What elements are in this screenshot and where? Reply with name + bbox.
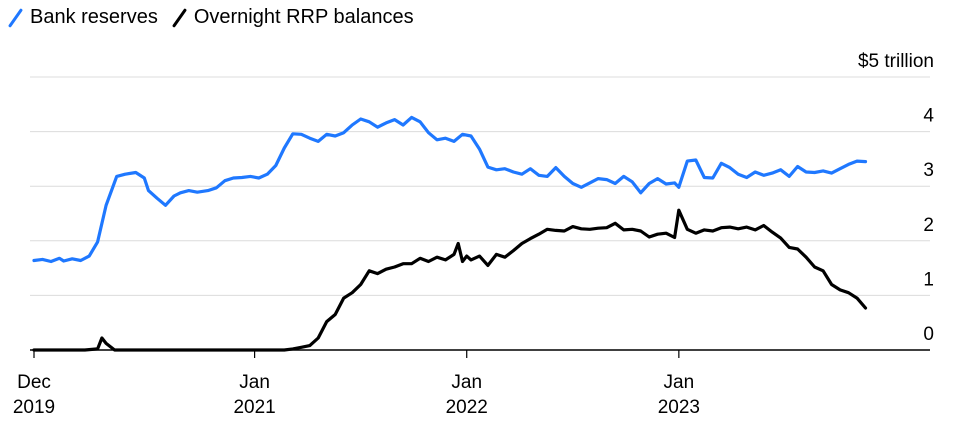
x-tick-label-year-1: 2021 <box>233 397 275 418</box>
y-tick-label-2: 2 <box>923 215 934 236</box>
series-line-bank-reserves <box>32 115 868 264</box>
y-tick-label-4: 4 <box>923 106 934 127</box>
legend-label-overnight-rrp: Overnight RRP balances <box>193 6 414 28</box>
legend-label-bank-reserves: Bank reserves <box>30 6 158 28</box>
x-tick-label-month-1: Jan <box>239 372 270 393</box>
legend-item-overnight-rrp: Overnight RRP balances <box>172 6 414 29</box>
y-tick-label-3: 3 <box>923 160 934 181</box>
y-tick-label-1: 1 <box>923 269 934 290</box>
x-tick-label-month-0: Dec <box>17 372 51 393</box>
gridlines <box>30 76 930 351</box>
series-line-overnight-rrp <box>32 208 868 352</box>
chart-legend: Bank reserves Overnight RRP balances <box>8 6 428 29</box>
x-tick-label-month-3: Jan <box>664 372 695 393</box>
y-tick-label-0: 0 <box>923 324 934 345</box>
series-lines <box>32 115 868 352</box>
x-tick-label-year-0: 2019 <box>13 397 55 418</box>
x-axis-ticks: Dec 2019 Jan 2021 Jan 2022 Jan 2023 <box>13 350 700 418</box>
y-axis-ticks: 0 1 2 3 4 $5 trillion <box>858 51 934 345</box>
x-tick-label-month-2: Jan <box>451 372 482 393</box>
legend-item-bank-reserves: Bank reserves <box>8 6 158 29</box>
x-tick-label-year-3: 2023 <box>658 397 700 418</box>
y-tick-label-5: $5 trillion <box>858 51 934 72</box>
x-tick-label-year-2: 2022 <box>446 397 488 418</box>
